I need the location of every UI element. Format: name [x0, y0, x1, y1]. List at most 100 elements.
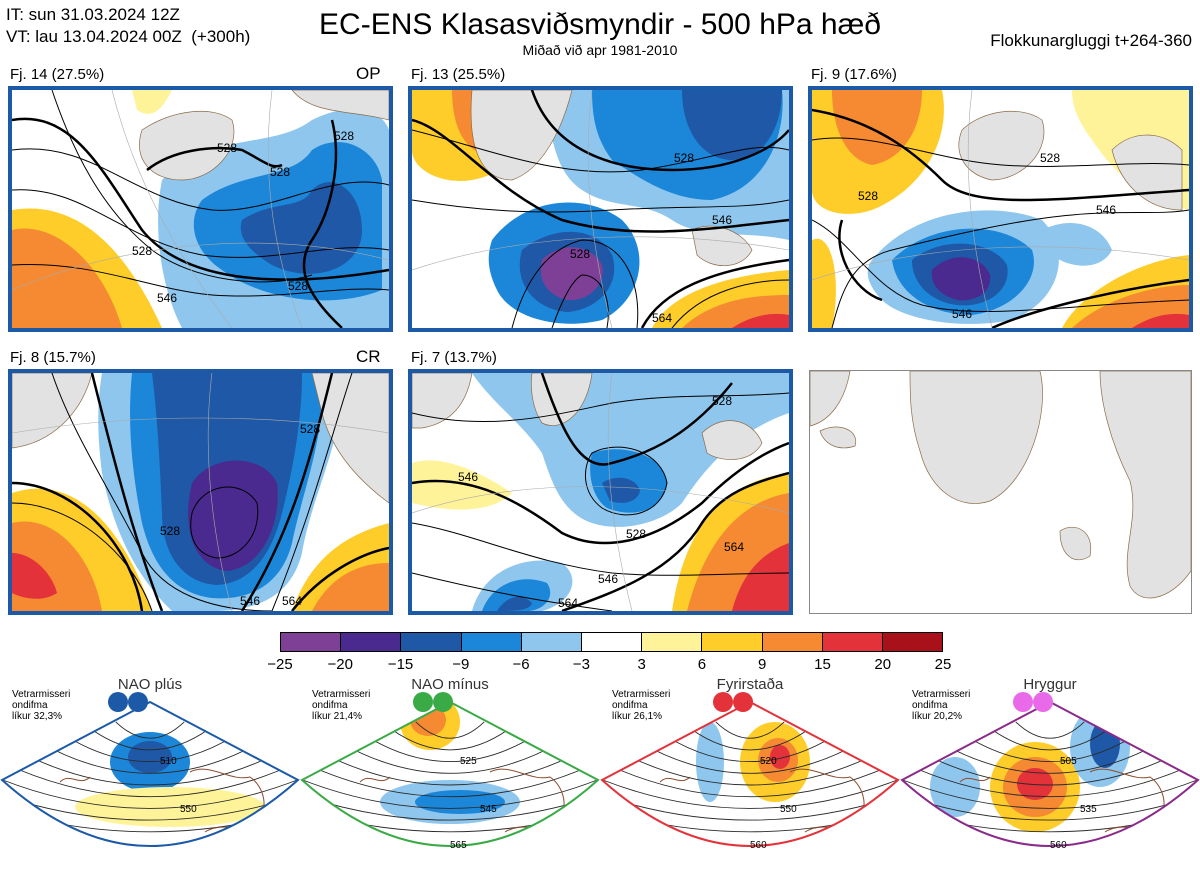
contour-label: 528: [858, 189, 878, 203]
contour-label: 528: [570, 247, 590, 261]
teleconnection-fan: 510 550: [0, 692, 300, 847]
pattern-note: Vetrarmisseri ondifma líkur 21,4%: [312, 689, 371, 722]
contour-label: 535: [1080, 804, 1097, 815]
height-contour: [66, 735, 234, 763]
height-contour: [341, 742, 559, 774]
height-contour: [990, 728, 1110, 751]
height-contour: [316, 750, 584, 786]
height-contour: [1015, 721, 1085, 739]
contour-label: 520: [760, 756, 777, 767]
teleconnection-fan: 520 550 560: [600, 692, 900, 851]
height-contour: [602, 764, 898, 809]
contour-label: 528: [334, 129, 354, 143]
height-contour: [902, 764, 1198, 809]
colorbar-tick-label: 3: [637, 656, 646, 673]
panel-tag-1: OP: [356, 64, 381, 83]
colorbar-tick-label: 20: [874, 656, 892, 673]
colorbar-tick-label: 9: [758, 656, 767, 673]
contour-label: 564: [652, 311, 672, 325]
height-contour: [390, 728, 510, 751]
panel-label-2: Fj. 13 (25.5%): [411, 66, 506, 83]
contour-label: 528: [674, 151, 694, 165]
colorbar-cell: [701, 633, 762, 651]
height-contour: [302, 764, 598, 809]
colorbar-cell: [761, 633, 822, 651]
teleconnection-fan: 505 535 560: [900, 692, 1200, 851]
panel-label-3: Fj. 9 (17.6%): [811, 66, 897, 83]
fan-outline: [300, 700, 600, 847]
height-contour: [715, 721, 785, 739]
teleconnection-patterns: 510 550 NAO plús Vetrarmisseri ondifma líku…: [0, 672, 1200, 871]
contour-label: 528: [626, 527, 646, 541]
anomaly-blob: [770, 745, 790, 769]
colorbar-cell: [881, 633, 943, 651]
contour-label: 525: [460, 756, 477, 767]
contour-label: 564: [558, 596, 578, 610]
colorbar-tick-label: −15: [387, 656, 414, 673]
anomaly-blob: [1017, 768, 1053, 800]
height-contour: [666, 735, 834, 763]
height-contour: [90, 728, 210, 751]
pattern-title: NAO plús: [117, 676, 183, 693]
colorbar-cell: [641, 633, 702, 651]
colorbar-tick-label: −20: [327, 656, 353, 673]
height-contour: [302, 771, 598, 821]
center-marker: [433, 692, 453, 712]
colorbar-cell: [281, 633, 341, 651]
contour-label: 528: [132, 244, 152, 258]
cluster-map-5: 528 546 528 546 564 564: [408, 369, 793, 615]
anomaly-blob: [1090, 720, 1120, 768]
colorbar-cell: [400, 633, 461, 651]
teleconnection-panel: 505 535 560 Hryggur Vetrarmisseri ondifma lí…: [900, 672, 1200, 871]
colorbar-tick-label: −9: [452, 656, 470, 673]
height-contour: [602, 778, 898, 833]
fan-outline: [0, 700, 300, 847]
center-marker: [128, 692, 148, 712]
cluster-map-1: 528 528 528 546 528 528: [8, 86, 393, 332]
teleconnection-fan: 525 545 565: [300, 692, 600, 851]
height-contour: [302, 778, 598, 833]
height-contour: [966, 735, 1134, 763]
height-contour: [415, 721, 485, 739]
pattern-title: Hryggur: [1023, 676, 1077, 693]
colorbar-cell: [460, 633, 521, 651]
colorbar-cell: [580, 633, 642, 651]
colorbar-tick-label: −25: [267, 656, 293, 673]
base-map: [809, 370, 1192, 614]
center-marker: [713, 692, 733, 712]
contour-label: 546: [458, 470, 478, 484]
fan-outline: [600, 700, 900, 847]
contour-label: 528: [270, 165, 290, 179]
height-contour: [916, 750, 1184, 786]
contour-label: 546: [1096, 203, 1116, 217]
contour-label: 560: [750, 840, 767, 851]
contour-label: 546: [240, 594, 260, 608]
colorbar-tick-label: 15: [814, 656, 831, 673]
contour-label: 546: [952, 307, 972, 321]
page-title: EC-ENS Klasasviðsmyndir - 500 hPa hæð: [319, 8, 881, 41]
center-marker: [1033, 692, 1053, 712]
page-subtitle: Miðað við apr 1981-2010: [522, 42, 678, 58]
pattern-title: Fyrirstaða: [716, 676, 784, 693]
panel-label-5: Fj. 7 (13.7%): [411, 349, 497, 366]
contour-label: 546: [157, 291, 177, 305]
colorbar-cell: [520, 633, 581, 651]
classification-window: Flokkunargluggi t+264-360: [990, 31, 1192, 50]
contour-label: 528: [1040, 151, 1060, 165]
contour-label: 505: [1060, 756, 1077, 767]
height-contour: [616, 750, 884, 786]
contour-label: 528: [300, 422, 320, 436]
height-contour: [41, 742, 259, 774]
contour-label: 545: [480, 804, 497, 815]
colorbar-tick-label: −6: [512, 656, 530, 673]
cluster-map-2: 528 528 546 564: [408, 86, 793, 332]
contour-label: 550: [180, 804, 197, 815]
height-contour: [2, 778, 298, 833]
center-marker: [733, 692, 753, 712]
anomaly-blob: [696, 722, 724, 802]
cluster-map-3: 528 546 528 546: [808, 86, 1193, 332]
colorbar-tick-label: 25: [934, 656, 952, 673]
contour-label: 528: [217, 141, 237, 155]
contour-label: 510: [160, 756, 177, 767]
valid-time: VT: lau 13.04.2024 00Z (+300h): [6, 27, 251, 46]
